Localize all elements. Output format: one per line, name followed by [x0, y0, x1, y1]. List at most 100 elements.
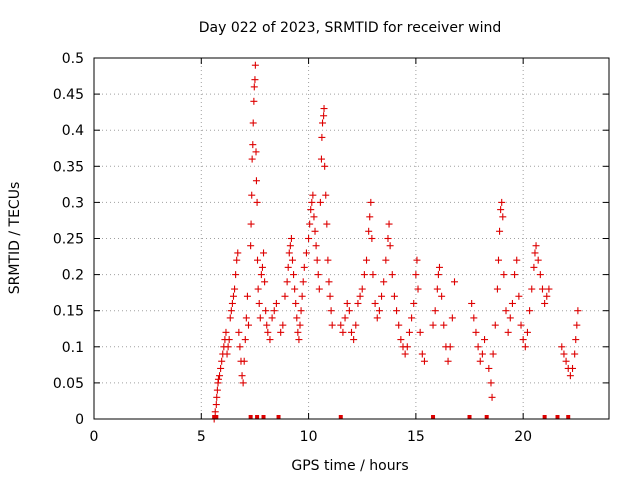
- data-point: [350, 336, 358, 344]
- data-point: [211, 408, 219, 416]
- data-point: [487, 379, 495, 387]
- data-point: [305, 235, 313, 242]
- data-point: [369, 271, 377, 279]
- data-point: [318, 133, 326, 141]
- data-point: [268, 314, 276, 322]
- plot-frame: [93, 57, 610, 420]
- data-point: [242, 314, 250, 322]
- data-point: [375, 307, 383, 315]
- data-point: [571, 350, 579, 358]
- data-point: [236, 343, 244, 351]
- data-point: [297, 307, 305, 315]
- data-point: [434, 271, 442, 279]
- data-point: [311, 227, 319, 235]
- data-point: [225, 336, 233, 344]
- data-point: [408, 314, 416, 322]
- x-tick-label: 15: [407, 429, 425, 445]
- data-point: [250, 83, 258, 91]
- data-point: [530, 263, 538, 271]
- y-tick-label: 0.25: [53, 232, 84, 248]
- data-point: [310, 213, 318, 221]
- data-point: [293, 314, 301, 322]
- data-point: [444, 357, 452, 365]
- data-point: [393, 307, 401, 315]
- data-point: [300, 263, 308, 271]
- data-point: [320, 112, 328, 120]
- data-point: [255, 299, 263, 307]
- data-point: [368, 235, 376, 242]
- data-point: [285, 249, 293, 257]
- data-point: [320, 105, 328, 113]
- data-point: [496, 227, 504, 235]
- data-points: [210, 61, 582, 423]
- data-point: [534, 256, 542, 264]
- zero-marker: [555, 415, 560, 419]
- data-point: [446, 343, 454, 351]
- data-point: [247, 242, 255, 250]
- data-point: [385, 220, 393, 228]
- data-point: [413, 256, 421, 264]
- data-point: [284, 263, 292, 271]
- y-tick-label: 0: [75, 412, 84, 428]
- data-point: [250, 97, 258, 105]
- data-point: [560, 350, 568, 358]
- data-point: [569, 364, 577, 372]
- data-point: [249, 119, 257, 127]
- data-point: [222, 328, 230, 336]
- y-tick-label: 0.5: [62, 51, 84, 67]
- data-point: [218, 357, 226, 365]
- zero-marker: [484, 415, 489, 419]
- data-point: [288, 256, 296, 264]
- data-point: [358, 285, 366, 293]
- data-point: [260, 249, 268, 257]
- data-point: [558, 343, 566, 351]
- data-point: [262, 307, 270, 315]
- data-point: [440, 321, 448, 329]
- data-point: [213, 393, 221, 401]
- data-point: [504, 328, 512, 336]
- data-point: [420, 357, 428, 365]
- data-point: [270, 307, 278, 315]
- data-point: [367, 198, 375, 206]
- data-point: [515, 292, 523, 300]
- data-point: [263, 321, 271, 329]
- data-point: [339, 328, 347, 336]
- data-point: [319, 119, 327, 127]
- tick-labels: 0 0.05 0.1 0.15 0.2 0.25 0.3 0.35 0.4 0.45 0.5 0 5 10…: [53, 51, 532, 445]
- data-point: [228, 299, 236, 307]
- data-point: [405, 328, 413, 336]
- data-point: [532, 242, 540, 250]
- data-point: [543, 292, 551, 300]
- data-point: [538, 285, 546, 293]
- data-point: [252, 177, 260, 185]
- data-point: [545, 285, 553, 293]
- data-point: [298, 292, 306, 300]
- data-point: [239, 379, 247, 387]
- data-point: [519, 336, 527, 344]
- data-point: [251, 76, 259, 84]
- y-tick-label: 0.35: [53, 159, 84, 175]
- data-point: [256, 314, 264, 322]
- data-point: [485, 364, 493, 372]
- data-point: [418, 350, 426, 358]
- data-point: [248, 155, 256, 163]
- data-point: [384, 235, 392, 242]
- data-point: [497, 206, 505, 214]
- data-point: [309, 191, 317, 199]
- data-point: [252, 148, 260, 156]
- data-point: [470, 314, 478, 322]
- data-point: [217, 364, 225, 372]
- data-point: [261, 278, 269, 286]
- data-point: [290, 271, 298, 279]
- data-point: [238, 372, 246, 380]
- data-point: [313, 256, 321, 264]
- data-point: [365, 227, 373, 235]
- data-point: [363, 256, 371, 264]
- data-point: [397, 336, 405, 344]
- data-point: [235, 328, 243, 336]
- data-point: [299, 278, 307, 286]
- chart-title: Day 022 of 2023, SRMTID for receiver win…: [199, 20, 502, 36]
- zero-marker: [431, 415, 436, 419]
